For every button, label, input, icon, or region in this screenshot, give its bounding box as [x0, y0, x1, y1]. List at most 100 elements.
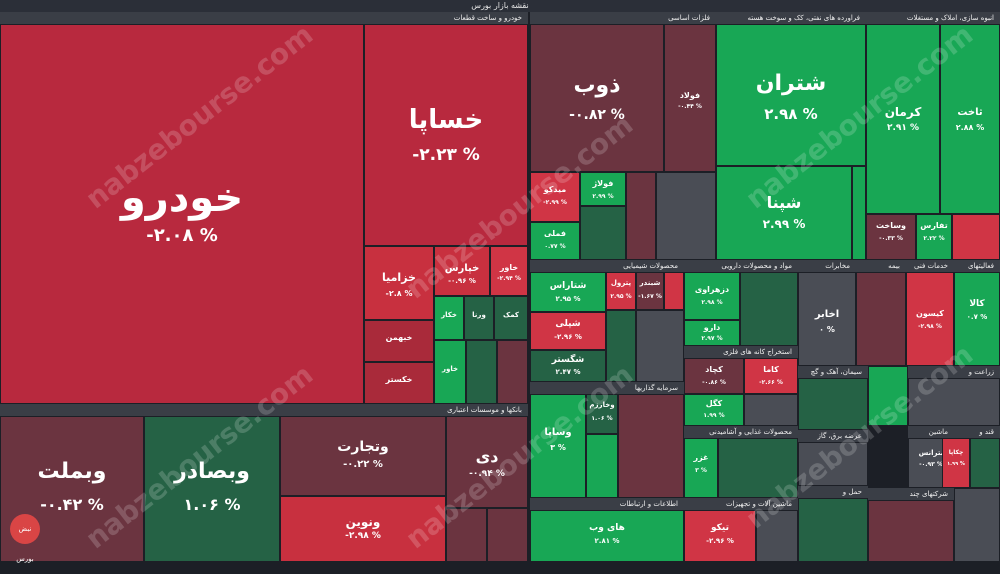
tile-chem-small-2[interactable]: [606, 310, 636, 382]
tile-bank-small-1[interactable]: [446, 508, 487, 562]
tile-petrol[interactable]: پترول % ۲.۹۵: [606, 272, 636, 310]
tile-label: وبصادر: [174, 459, 250, 484]
tile-realestate-small[interactable]: [952, 214, 1000, 260]
tile-varna[interactable]: ورنا: [464, 296, 494, 340]
tile-vnovin[interactable]: ونوین % ۲.۹۸-: [280, 496, 446, 562]
tile-label: پترول: [610, 279, 632, 287]
tile-sakht[interactable]: ثاخت % ۲.۸۸: [940, 24, 1000, 214]
tile-label: فولاد: [679, 91, 701, 100]
tile-khodro[interactable]: خودرو % ۲.۰۸-: [0, 24, 364, 404]
tile-midko[interactable]: میدکو % ۲.۹۹-: [530, 172, 580, 222]
tile-agri[interactable]: [908, 378, 1000, 426]
tile-oil-small[interactable]: [852, 166, 866, 260]
sector-header-agri: زراعت و: [908, 366, 1000, 378]
tile-agri-group[interactable]: [868, 366, 908, 426]
tile-khkar[interactable]: خکار: [434, 296, 464, 340]
tile-label: اخابر: [814, 309, 840, 320]
sector-header-auto: خودرو و ساخت قطعات: [0, 12, 528, 24]
tile-label: غزر: [693, 453, 709, 462]
tile-kerman[interactable]: کرمان % ۲.۹۱: [866, 24, 940, 214]
tile-change: % ۲.۲۲: [923, 235, 945, 242]
tile-khavar2[interactable]: خاور: [434, 340, 466, 404]
tile-vsakht[interactable]: وساخت % ۰.۳۳-: [866, 214, 916, 260]
tile-shepali[interactable]: شپلی % ۲.۹۶-: [530, 312, 606, 350]
tile-khkaster[interactable]: خکستر: [364, 362, 434, 404]
tile-khavar[interactable]: خاور % ۲.۹۴-: [490, 246, 528, 296]
tile-khrikht[interactable]: [497, 340, 528, 404]
tile-label: کمک: [503, 311, 519, 319]
tile-label: های وب: [589, 523, 625, 533]
tile-kchad[interactable]: کچاد % ۰.۸۶-: [684, 358, 744, 394]
tile-change: % ۲.۴۷: [555, 368, 581, 376]
tile-label: میدکو: [543, 185, 567, 194]
tile-tiko[interactable]: تیکو % ۲.۹۶-: [684, 510, 756, 562]
tile-change: % ۲.۹۱: [886, 123, 920, 133]
sector-header-cement: سیمان، آهک و گچ: [798, 366, 868, 378]
tile-sugar-small[interactable]: [970, 438, 1000, 488]
tile-insurance[interactable]: [856, 272, 906, 366]
tile-shbandar[interactable]: شبندر % ۱.۶۷-: [636, 272, 664, 310]
tile-mining-small[interactable]: [744, 394, 798, 426]
tile-label: شگستر: [551, 355, 585, 365]
tile-shekaster[interactable]: شگستر % ۲.۴۷: [530, 350, 606, 382]
tile-fmli[interactable]: فملی % ۰.۷۷: [530, 222, 580, 260]
tile-dey[interactable]: دی % ۰.۹۴-: [446, 416, 528, 508]
tile-multi[interactable]: [868, 500, 954, 562]
tile-change: % ۱.۶۷-: [638, 293, 662, 300]
tile-change: % ۰.۴۲-: [40, 495, 104, 514]
tile-chem-small-3[interactable]: [636, 310, 684, 382]
tile-label: وتجارت: [337, 439, 389, 455]
tile-tfars[interactable]: تفارس % ۲.۲۲: [916, 214, 952, 260]
tile-kgol[interactable]: کگل % ۱.۹۹: [684, 394, 744, 426]
tile-cement[interactable]: [798, 378, 868, 430]
tile-label: وساپا: [544, 427, 572, 438]
tile-kama[interactable]: کاما % ۲.۶۶-: [744, 358, 798, 394]
tile-invest-small[interactable]: [586, 434, 618, 498]
tile-khbahman[interactable]: خبهمن: [364, 320, 434, 362]
tile-zob[interactable]: ذوب % ۰.۸۲-: [530, 24, 664, 172]
tile-foolad[interactable]: فولاد % ۰.۴۴-: [664, 24, 716, 172]
tile-change: % ۲.۶۶-: [759, 379, 783, 386]
tile-elec[interactable]: [798, 442, 868, 486]
tile-invest-small-2[interactable]: [618, 394, 684, 498]
tile-metal-small-2[interactable]: [626, 172, 656, 260]
tile-vasapa[interactable]: وساپا % ۳: [530, 394, 586, 498]
tile-bank-small-2[interactable]: [487, 508, 528, 562]
tile-pharma-small[interactable]: [740, 272, 798, 346]
tile-dalo[interactable]: دارو % ۲.۹۷: [684, 320, 740, 346]
tile-machinery-small[interactable]: [756, 510, 798, 562]
tile-vbsader[interactable]: وبصادر % ۱.۰۶: [144, 416, 280, 562]
tile-label: خبهمن: [385, 333, 413, 342]
tile-change: % ۲.۹۶-: [554, 333, 582, 341]
tile-khzamia[interactable]: خزامیا % ۲.۸-: [364, 246, 434, 320]
tile-chem-small[interactable]: [664, 272, 684, 310]
tile-hiweb[interactable]: های وب % ۲.۸۱: [530, 510, 684, 562]
tile-label: خپارس: [444, 263, 480, 274]
tile-shpna[interactable]: شپنا % ۲.۹۹: [716, 166, 852, 260]
tile-folaj[interactable]: فولاژ % ۲.۹۹: [580, 172, 626, 206]
tile-misc[interactable]: [954, 488, 1000, 562]
tile-metal-small[interactable]: [580, 206, 626, 260]
page-title: نقشه بازار بورس: [0, 0, 1000, 12]
tile-vkhzaram[interactable]: وخارزم % ۱.۰۶: [586, 394, 618, 434]
tile-metal-small-3[interactable]: [656, 172, 716, 260]
sector-header-basic-metals: فلزات اساسی: [530, 12, 716, 24]
tile-food-small[interactable]: [718, 438, 798, 498]
tile-ghazar[interactable]: غزر % ۳: [684, 438, 718, 498]
tile-chekapa[interactable]: چکاپا % ۱.۹۹: [942, 438, 970, 488]
tile-khpars[interactable]: خپارس % ۰.۹۶-: [434, 246, 490, 296]
tile-khsapa[interactable]: خساپا % ۲.۲۳-: [364, 24, 528, 246]
tile-kayson[interactable]: کیسون % ۲.۹۸-: [906, 272, 954, 366]
tile-khnasir[interactable]: [466, 340, 497, 404]
tile-shetran[interactable]: شتران % ۲.۹۸: [716, 24, 866, 166]
tile-label: شبندر: [639, 279, 661, 287]
tile-kala[interactable]: کالا % ۰.۷: [954, 272, 1000, 366]
tile-kmak[interactable]: کمک: [494, 296, 528, 340]
tile-akhabar[interactable]: اخابر % ۰: [798, 272, 856, 366]
sector-header-tech: خدمات فنی: [906, 260, 954, 272]
tile-label: کیسون: [916, 309, 944, 318]
tile-vtejarat[interactable]: وتجارت % ۰.۲۲-: [280, 416, 446, 496]
tile-dzahravi[interactable]: دزهراوی % ۲.۹۸: [684, 272, 740, 320]
tile-shetaras[interactable]: شتاراس % ۲.۹۵: [530, 272, 606, 312]
tile-transport[interactable]: [798, 498, 868, 562]
